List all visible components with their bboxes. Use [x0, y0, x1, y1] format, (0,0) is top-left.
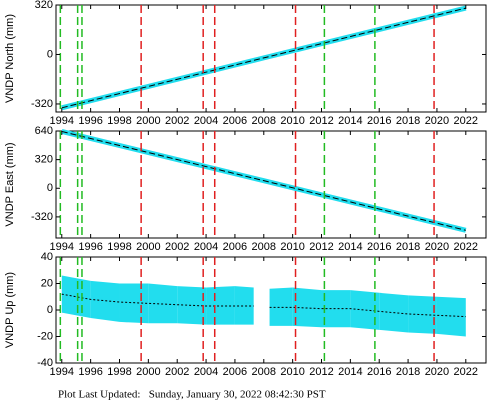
x-tick-label: 1998 — [107, 241, 131, 253]
scatter-band — [436, 296, 466, 337]
x-tick-label: 2016 — [367, 366, 391, 378]
x-tick-label: 1994 — [50, 241, 74, 253]
scatter-band — [90, 280, 120, 322]
x-tick-label: 1994 — [50, 366, 74, 378]
scatter-band — [292, 287, 322, 328]
scatter-band — [177, 286, 207, 325]
x-tick-label: 2014 — [338, 241, 362, 253]
scatter-band — [234, 286, 254, 325]
x-tick-label: 2000 — [136, 241, 160, 253]
y-tick-label: 40 — [41, 251, 53, 263]
series-model — [61, 7, 466, 109]
x-tick-label: 2012 — [309, 115, 333, 127]
x-tick-label: 2002 — [165, 241, 189, 253]
x-tick-label: 2020 — [425, 366, 449, 378]
footer: Plot Last Updated: Sunday, January 30, 2… — [58, 389, 326, 401]
y-tick-label: -40 — [37, 357, 53, 369]
x-tick-label: 1996 — [78, 241, 102, 253]
series-model — [61, 130, 466, 231]
x-tick-label: 2008 — [252, 241, 276, 253]
x-tick-label: 2022 — [454, 241, 478, 253]
scatter-band — [119, 283, 149, 324]
x-tick-label: 2018 — [396, 115, 420, 127]
x-tick-label: 1996 — [78, 115, 102, 127]
x-tick-label: 2012 — [309, 366, 333, 378]
y-axis-label: VNDP North (mm) — [4, 14, 16, 103]
scatter-band — [148, 283, 178, 324]
x-tick-label: 2010 — [280, 115, 304, 127]
y-tick-label: 20 — [41, 277, 53, 289]
y-tick-label: -320 — [31, 211, 53, 223]
x-tick-label: 2022 — [454, 366, 478, 378]
x-tick-label: 1994 — [50, 115, 74, 127]
scatter-band — [61, 275, 91, 318]
x-tick-label: 2012 — [309, 241, 333, 253]
x-tick-label: 2016 — [367, 241, 391, 253]
x-tick-label: 2018 — [396, 366, 420, 378]
plot-frame — [55, 130, 487, 239]
x-tick-label: 2014 — [338, 115, 362, 127]
x-tick-label: 1998 — [107, 366, 131, 378]
mean-line — [61, 293, 254, 307]
x-tick-label: 2010 — [280, 241, 304, 253]
scatter-band — [206, 286, 235, 325]
x-tick-label: 1996 — [78, 366, 102, 378]
scatter-band — [350, 290, 380, 330]
plot-frame — [55, 4, 487, 113]
x-tick-label: 2004 — [194, 366, 218, 378]
x-tick-label: 2022 — [454, 115, 478, 127]
y-axis-label: VNDP East (mm) — [4, 142, 16, 226]
x-tick-label: 2006 — [223, 366, 247, 378]
y-axis-label: VNDP Up (mm) — [4, 272, 16, 348]
y-tick-label: 0 — [47, 48, 53, 60]
x-tick-label: 2006 — [223, 115, 247, 127]
y-tick-label: -20 — [37, 330, 53, 342]
y-tick-label: 0 — [47, 182, 53, 194]
y-tick-label: -320 — [31, 98, 53, 110]
x-tick-label: 2004 — [194, 241, 218, 253]
x-tick-label: 1998 — [107, 115, 131, 127]
x-tick-label: 2006 — [223, 241, 247, 253]
x-tick-label: 2002 — [165, 115, 189, 127]
x-tick-label: 2008 — [252, 115, 276, 127]
x-tick-label: 2002 — [165, 366, 189, 378]
x-tick-label: 2020 — [425, 241, 449, 253]
x-tick-label: 2018 — [396, 241, 420, 253]
y-tick-label: 320 — [35, 154, 53, 166]
y-tick-label: 320 — [35, 0, 53, 11]
x-tick-label: 2014 — [338, 366, 362, 378]
x-tick-label: 2010 — [280, 366, 304, 378]
x-tick-label: 2004 — [194, 115, 218, 127]
x-tick-label: 2008 — [252, 366, 276, 378]
scatter-band — [321, 290, 351, 328]
scatter-band — [269, 287, 293, 326]
x-tick-label: 2016 — [367, 115, 391, 127]
x-tick-label: 2000 — [136, 366, 160, 378]
x-tick-label: 2020 — [425, 115, 449, 127]
y-tick-label: 0 — [47, 304, 53, 316]
x-tick-label: 2000 — [136, 115, 160, 127]
y-tick-label: 640 — [35, 125, 53, 137]
